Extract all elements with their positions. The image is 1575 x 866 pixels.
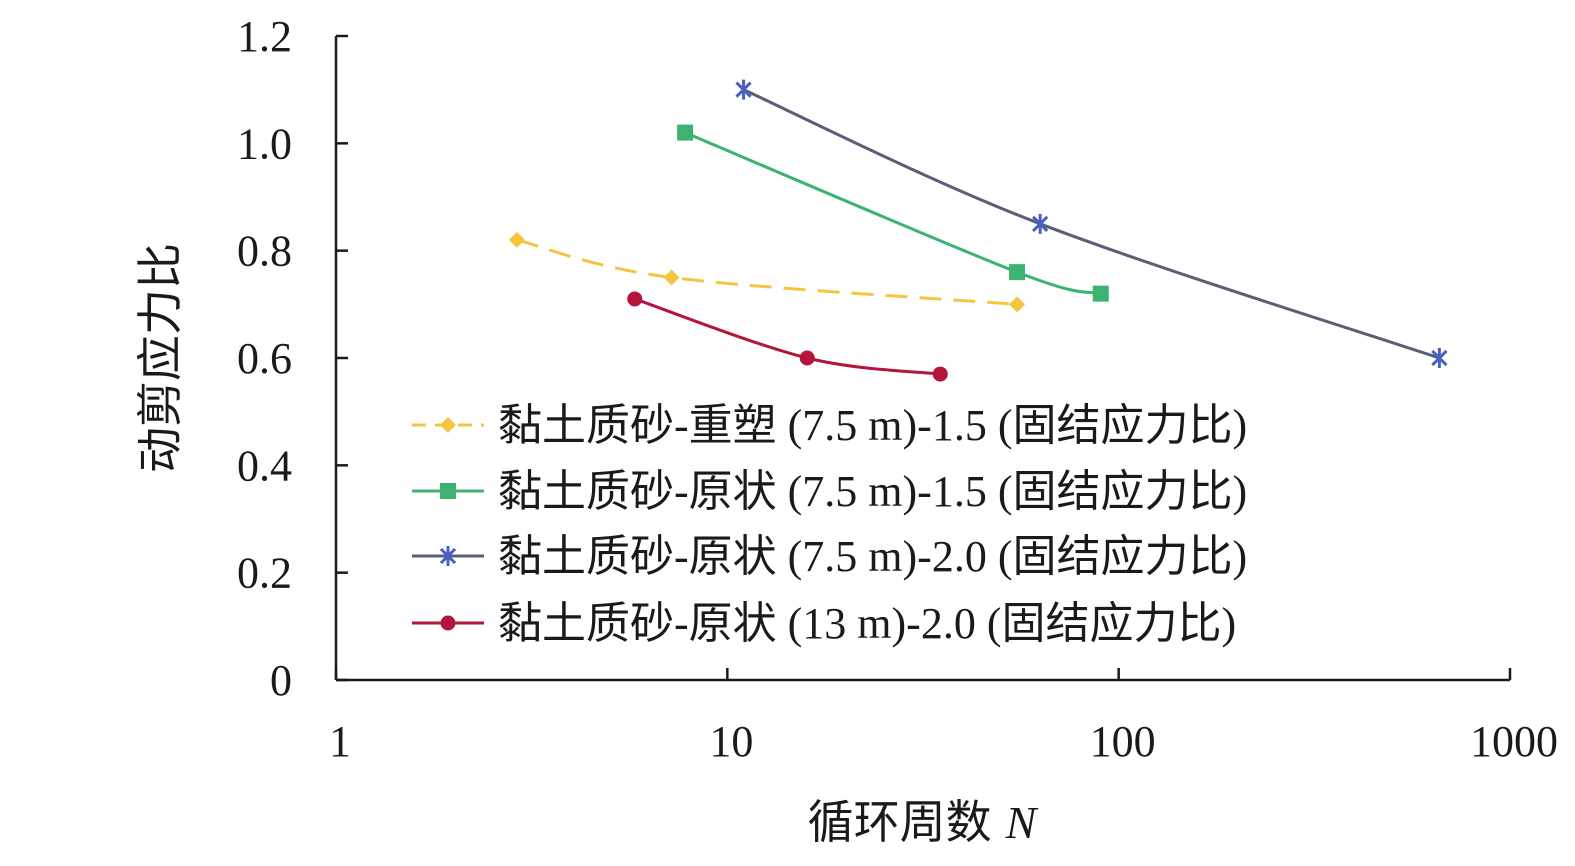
legend-label: 黏土质砂-原状 (7.5 m)-2.0 (固结应力比) <box>498 532 1247 581</box>
y-tick-label: 0.8 <box>237 227 292 276</box>
x-axis-title-text: 循环周数 <box>808 797 992 848</box>
data-point <box>1009 264 1026 281</box>
legend-marker <box>440 417 456 433</box>
series-1 <box>508 231 1026 313</box>
data-point <box>1092 285 1109 302</box>
y-tick-label: 0.2 <box>237 549 292 598</box>
data-point <box>663 269 680 286</box>
legend-marker <box>439 546 457 566</box>
data-point <box>735 79 752 100</box>
data-point <box>677 124 694 141</box>
legend-label: 黏土质砂-重塑 (7.5 m)-1.5 (固结应力比) <box>498 401 1247 450</box>
legend-label: 黏土质砂-原状 (7.5 m)-1.5 (固结应力比) <box>498 467 1247 516</box>
x-axis-title: 循环周数 N <box>808 797 1039 848</box>
data-point <box>932 366 948 382</box>
y-tick-label: 0.4 <box>237 441 292 490</box>
legend: 黏土质砂-重塑 (7.5 m)-1.5 (固结应力比) 黏土质砂-原状 (7.5 … <box>412 401 1247 648</box>
series-line <box>742 88 1440 360</box>
x-tick-label: 1000 <box>1470 717 1558 766</box>
y-tick-label: 1.0 <box>237 119 292 168</box>
data-point <box>627 291 643 307</box>
data-point <box>1032 213 1049 234</box>
legend-marker <box>440 483 456 499</box>
x-ticks: 1 10 100 1000 <box>329 668 1558 766</box>
series-layer <box>508 79 1448 382</box>
legend-label: 黏土质砂-原状 (13 m)-2.0 (固结应力比) <box>498 599 1236 648</box>
legend-item: 黏土质砂-原状 (7.5 m)-1.5 (固结应力比) <box>412 467 1247 516</box>
y-axis-title: 动剪应力比 <box>135 243 186 473</box>
series-line <box>634 297 941 376</box>
series-line <box>684 131 1102 296</box>
data-point <box>508 231 525 248</box>
x-tick-label: 10 <box>709 717 753 766</box>
x-tick-label: 1 <box>329 717 351 766</box>
series-4 <box>627 291 948 382</box>
y-tick-label: 0 <box>270 656 292 705</box>
x-tick-label: 100 <box>1090 717 1156 766</box>
series-3 <box>735 79 1448 368</box>
y-ticks: 0 0.2 0.4 0.6 0.8 1.0 1.2 <box>237 12 348 705</box>
y-tick-label: 0.6 <box>237 334 292 383</box>
legend-item: 黏土质砂-原状 (13 m)-2.0 (固结应力比) <box>412 599 1236 648</box>
legend-item: 黏土质砂-原状 (7.5 m)-2.0 (固结应力比) <box>412 532 1247 581</box>
x-axis-title-variable: N <box>1005 797 1039 848</box>
legend-marker <box>440 615 456 631</box>
series-line <box>516 238 1018 306</box>
legend-item: 黏土质砂-重塑 (7.5 m)-1.5 (固结应力比) <box>412 401 1247 450</box>
data-point <box>1009 296 1026 313</box>
data-point <box>799 350 815 366</box>
axes: 1 10 100 1000 0 0.2 0.4 0.6 0.8 1.0 1.2 <box>237 12 1558 766</box>
series-2 <box>677 124 1109 302</box>
data-point <box>1431 348 1448 368</box>
y-tick-label: 1.2 <box>237 12 292 61</box>
